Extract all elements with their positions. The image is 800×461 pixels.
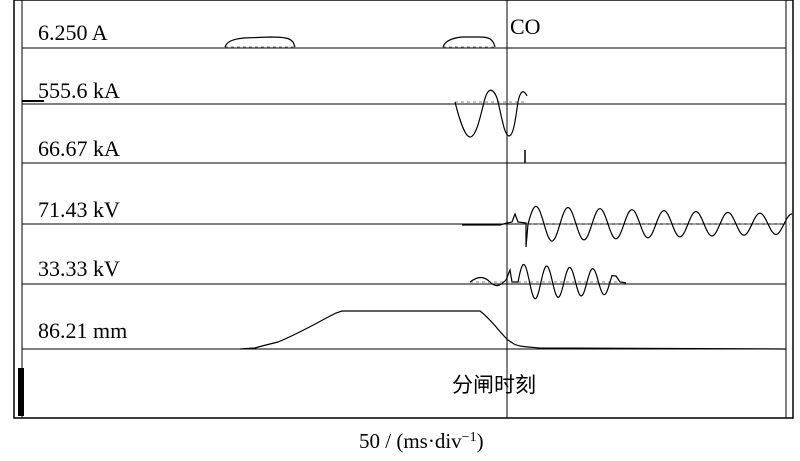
channel-label-4: 71.43 kV bbox=[38, 197, 120, 222]
channel-label-5: 33.33 kV bbox=[38, 256, 120, 281]
trace-voltage-2 bbox=[469, 263, 627, 300]
plot-frame bbox=[13, 0, 794, 419]
baselines bbox=[225, 46, 790, 283]
start-marker bbox=[18, 368, 24, 416]
trace-current-main bbox=[454, 89, 528, 138]
channel-label-3: 66.67 kA bbox=[38, 136, 120, 161]
trace-voltage-1 bbox=[462, 205, 793, 248]
event-caption: 分闸时刻 bbox=[452, 373, 536, 397]
channel-separators bbox=[22, 47, 786, 350]
channel-label-6: 86.21 mm bbox=[38, 318, 127, 343]
trace-travel bbox=[239, 310, 787, 350]
event-marker-label: CO bbox=[510, 14, 541, 39]
channel-label-1: 6.250 A bbox=[38, 20, 108, 45]
trace-coil-current bbox=[224, 36, 496, 48]
channel-label-2: 555.6 kA bbox=[38, 78, 120, 103]
time-axis-caption: 50 / (ms·div−1) bbox=[359, 429, 484, 453]
